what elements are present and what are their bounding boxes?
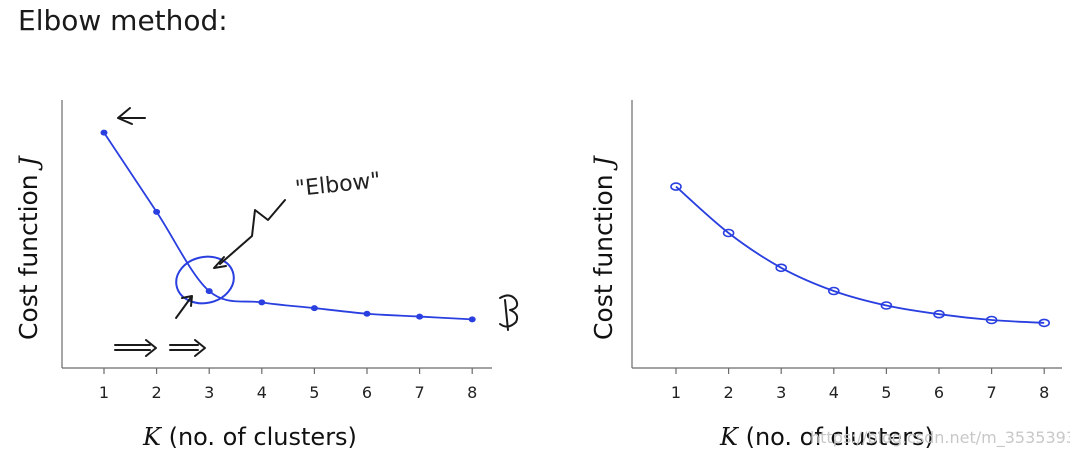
x-tick-label: 3 [204, 383, 214, 402]
x-ticks: 1 2 3 4 5 6 7 8 [671, 368, 1049, 402]
data-point [258, 299, 266, 306]
data-point [1038, 318, 1050, 328]
page-title: Elbow method: [18, 4, 228, 37]
elbow-annotation: "Elbow" [294, 168, 382, 202]
x-tick-label: 4 [829, 383, 839, 402]
data-point [100, 129, 108, 136]
start-arrow [117, 107, 146, 125]
x-tick-label: 6 [362, 383, 372, 402]
y-axis-label: Cost function J [589, 154, 618, 340]
x-tick-label: 1 [99, 383, 109, 402]
data-point [933, 309, 945, 319]
x-tick-label: 7 [987, 383, 997, 402]
data-point [416, 313, 424, 320]
data-point [775, 263, 788, 273]
x-axis-label: K (no. of clusters) [719, 423, 934, 451]
data-point [985, 315, 998, 325]
x-tick-label: 5 [881, 383, 891, 402]
x-tick-label: 1 [671, 383, 681, 402]
arrow-right-1 [114, 339, 157, 357]
data-point [722, 228, 735, 238]
x-tick-label: 8 [467, 383, 477, 402]
data-point [205, 288, 213, 295]
x-tick-label: 2 [152, 383, 162, 402]
cost-curve [675, 185, 1045, 324]
data-point [670, 182, 682, 191]
data-point [468, 316, 476, 323]
elbow-pointer-arrow [219, 199, 286, 265]
chart-left: 1 2 3 4 5 6 7 8 Cost function J K (no. of clust… [14, 100, 519, 451]
x-tick-label: 8 [1039, 383, 1049, 402]
x-tick-label: 4 [257, 383, 267, 402]
arrow-right-2 [169, 339, 206, 357]
series-line [670, 182, 1050, 328]
lower-arrow [175, 295, 193, 319]
x-tick-label: 3 [776, 383, 786, 402]
y-axis-label: Cost function J [14, 154, 43, 340]
x-tick-label: 6 [934, 383, 944, 402]
elbow-circle [175, 255, 235, 305]
x-axis-label: K (no. of clusters) [142, 423, 357, 451]
data-point [827, 286, 840, 296]
watermark: https://blog.csdn.net/m_35353931 [810, 428, 1070, 448]
data-point [880, 301, 893, 310]
x-ticks: 1 2 3 4 5 6 7 8 [99, 368, 477, 402]
data-point [363, 310, 371, 317]
cost-curve [103, 132, 473, 321]
pointer-head [213, 256, 227, 269]
chart-right: 1 2 3 4 5 6 7 8 Cost function J K (no. of clust… [589, 100, 1070, 451]
x-tick-label: 5 [309, 383, 319, 402]
series-line [100, 129, 476, 323]
data-point [310, 305, 318, 312]
data-point [153, 208, 161, 215]
x-tick-label: 7 [415, 383, 425, 402]
end-scribble [499, 294, 519, 331]
x-tick-label: 2 [724, 383, 734, 402]
